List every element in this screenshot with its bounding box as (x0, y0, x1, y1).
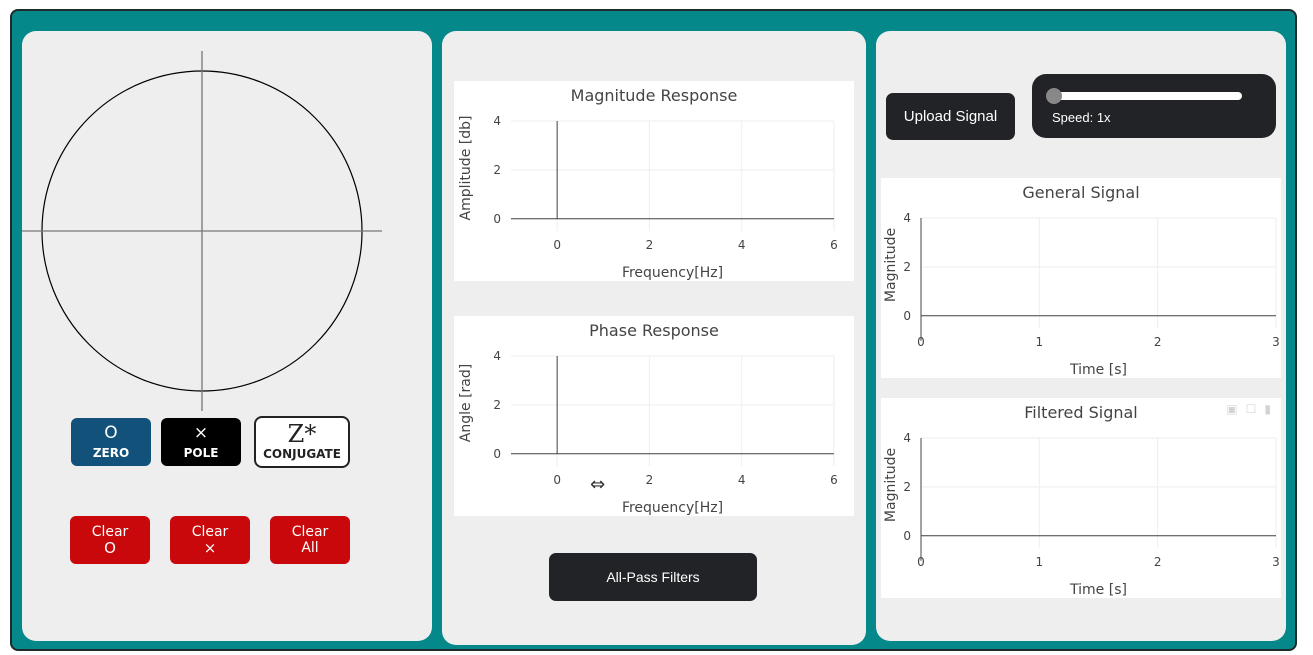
upload-signal-button[interactable]: Upload Signal (886, 93, 1015, 140)
general-chart-svg: 0 1 2 3 0 2 4 General Signal Time [s] Magnitude (883, 183, 1280, 378)
clear-poles-button[interactable]: Clear × (170, 516, 250, 564)
y-tick-label: 0 (493, 212, 501, 226)
x-tick-label: 0 (553, 473, 561, 487)
pole-button-label: POLE (183, 445, 219, 460)
y-tick-label: 0 (903, 309, 911, 323)
y-axis-label: Angle [rad] (458, 364, 474, 442)
y-tick-label: 2 (493, 398, 501, 412)
y-tick-label: 0 (903, 529, 911, 543)
bar-icon[interactable]: ▮ (1264, 402, 1271, 416)
zoom-icon[interactable]: ☐ (1245, 402, 1257, 416)
speed-label: Speed: 1x (1052, 110, 1111, 125)
filtered-signal-chart[interactable]: 0 1 2 3 0 2 4 Filtered Signal Time [s] Magnitude … (881, 398, 1281, 598)
zero-button-label: ZERO (92, 445, 130, 460)
speed-slider[interactable] (1046, 88, 1242, 104)
y-tick-label: 4 (903, 211, 911, 225)
x-axis-label: Time [s] (1069, 582, 1127, 598)
x-tick-label: 2 (646, 473, 654, 487)
y-tick-label: 2 (903, 260, 911, 274)
chart-title: Phase Response (589, 321, 719, 340)
chart-title: General Signal (1022, 183, 1139, 202)
y-axis-label: Magnitude (883, 448, 899, 522)
y-tick-label: 4 (493, 114, 501, 128)
clear-all-button[interactable]: Clear All (270, 516, 350, 564)
x-tick-label: 0 (917, 555, 925, 569)
camera-icon[interactable]: ▣ (1226, 402, 1238, 416)
x-tick-label: 0 (553, 238, 561, 252)
x-tick-label: 2 (1154, 335, 1162, 349)
x-tick-label: 2 (1154, 555, 1162, 569)
x-tick-label: 6 (830, 238, 838, 252)
x-tick-label: 1 (1036, 555, 1044, 569)
phase-chart-svg: 0 2 4 6 0 2 4 Phase Response Frequency[Hz] Angle … (458, 321, 838, 516)
speed-control: Speed: 1x (1032, 74, 1276, 138)
x-axis-label: Frequency[Hz] (622, 265, 723, 281)
y-tick-label: 2 (493, 163, 501, 177)
clear-zeros-button[interactable]: Clear O (70, 516, 150, 564)
zero-icon: O (104, 422, 118, 443)
y-tick-label: 4 (903, 431, 911, 445)
x-tick-label: 4 (738, 473, 746, 487)
pole-icon: × (193, 422, 209, 443)
x-tick-label: 1 (1036, 335, 1044, 349)
filtered-chart-svg: 0 1 2 3 0 2 4 Filtered Signal Time [s] Magnitude (883, 403, 1280, 598)
x-tick-label: 3 (1272, 335, 1280, 349)
general-signal-chart[interactable]: 0 1 2 3 0 2 4 General Signal Time [s] Magnitude (881, 178, 1281, 378)
conjugate-icon: Z* (287, 420, 317, 448)
y-tick-label: 0 (493, 447, 501, 461)
x-tick-label: 6 (830, 473, 838, 487)
y-axis-label: Amplitude [db] (458, 116, 474, 221)
response-panel: 0 2 4 6 0 2 4 Magnitude Response Frequency[Hz] Am… (442, 31, 866, 645)
y-axis-label: Magnitude (883, 228, 899, 302)
zero-icon: O (104, 539, 116, 557)
z-plane-canvas[interactable] (22, 31, 432, 411)
speed-slider-thumb[interactable] (1046, 88, 1062, 104)
x-axis-label: Time [s] (1069, 362, 1127, 378)
zero-pole-panel: O ZERO × POLE Z* CONJUGATE Clear O Clear… (22, 31, 432, 641)
y-tick-label: 4 (493, 349, 501, 363)
x-tick-label: 4 (738, 238, 746, 252)
all-pass-filters-button[interactable]: All-Pass Filters (549, 553, 757, 601)
clear-zeros-label: Clear (91, 524, 129, 540)
phase-response-chart[interactable]: 0 2 4 6 0 2 4 Phase Response Frequency[Hz] Angle … (454, 316, 854, 516)
clear-all-sublabel: All (301, 540, 319, 556)
x-tick-label: 0 (917, 335, 925, 349)
x-axis-label: Frequency[Hz] (622, 500, 723, 516)
y-tick-label: 2 (903, 480, 911, 494)
chart-modebar: ▣ ☐ ▮ (1226, 402, 1271, 416)
zero-button[interactable]: O ZERO (71, 418, 151, 466)
signal-panel: Upload Signal Speed: 1x 0 1 2 3 0 2 4 General S… (876, 31, 1286, 641)
x-tick-label: 3 (1272, 555, 1280, 569)
clear-poles-label: Clear (191, 524, 229, 540)
pole-button[interactable]: × POLE (161, 418, 241, 466)
clear-all-label: Clear (291, 524, 329, 540)
conjugate-button-label: CONJUGATE (263, 447, 341, 461)
chart-title: Magnitude Response (571, 86, 738, 105)
magnitude-response-chart[interactable]: 0 2 4 6 0 2 4 Magnitude Response Frequency[Hz] Am… (454, 81, 854, 281)
resize-cursor-icon: ⇔ (590, 474, 606, 495)
x-tick-label: 2 (646, 238, 654, 252)
pole-icon: × (203, 539, 217, 557)
magnitude-chart-svg: 0 2 4 6 0 2 4 Magnitude Response Frequency[Hz] Am… (458, 86, 838, 281)
chart-title: Filtered Signal (1024, 403, 1138, 422)
conjugate-button[interactable]: Z* CONJUGATE (254, 416, 350, 468)
